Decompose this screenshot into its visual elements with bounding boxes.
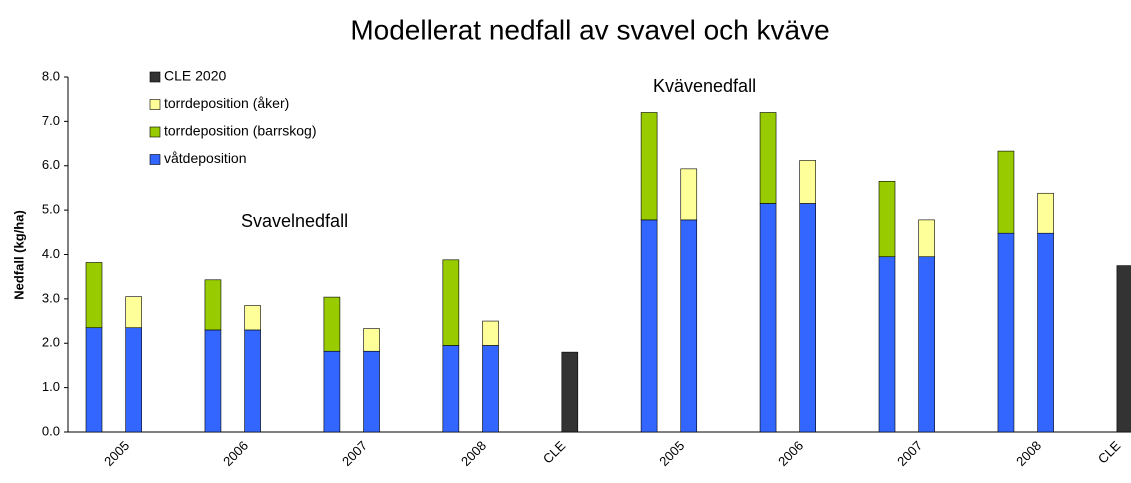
y-tick-label: 1.0	[42, 379, 60, 394]
x-tick-label: 2008	[458, 438, 489, 469]
bar-segment	[1037, 232, 1054, 433]
bar-segment	[323, 350, 341, 433]
x-tick-label: CLE	[540, 438, 569, 467]
y-tick-label: 8.0	[42, 68, 60, 83]
y-tick-label: 2.0	[42, 335, 60, 350]
bar-segment	[997, 150, 1015, 234]
bar-segment	[680, 219, 698, 433]
legend-label: våtdeposition	[164, 150, 247, 166]
y-tick-label: 6.0	[42, 157, 60, 172]
bar-segment	[442, 345, 460, 433]
bar-segment	[640, 219, 658, 433]
bar-segment	[442, 259, 460, 346]
legend-swatch	[149, 154, 161, 165]
annotation: Kvävenedfall	[653, 76, 756, 96]
bar-segment	[204, 279, 222, 331]
bar-segment	[204, 329, 222, 433]
bar-segment	[125, 296, 142, 329]
y-axis-label: Nedfall (kg/ha)	[11, 210, 26, 300]
bar-segment	[482, 320, 499, 346]
x-tick-label: 2007	[339, 438, 370, 469]
bar-segment	[680, 168, 698, 221]
legend-label: torrdeposition (åker)	[164, 95, 289, 111]
bar-segment	[244, 329, 261, 433]
x-tick-label: 2006	[220, 438, 251, 469]
bar-segment	[878, 180, 896, 258]
legend-label: torrdeposition (barrskog)	[164, 123, 317, 139]
x-tick-label: CLE	[1095, 438, 1124, 467]
bar-segment	[85, 327, 103, 433]
bar-segment	[759, 112, 777, 204]
bar-segment	[918, 256, 935, 433]
bar-segment	[244, 305, 261, 331]
bar-segment	[1116, 265, 1131, 433]
bar-segment	[323, 296, 341, 352]
y-tick-label: 3.0	[42, 290, 60, 305]
bar-segment	[85, 262, 103, 329]
y-tick-label: 0.0	[42, 423, 60, 438]
x-tick-label: 2005	[656, 438, 687, 469]
bar-segment	[918, 219, 935, 258]
bar-segment	[1037, 192, 1054, 234]
bar-segment	[640, 112, 658, 221]
annotation: Svavelnedfall	[241, 211, 348, 231]
bar-segment	[363, 350, 380, 433]
bar-segment	[997, 232, 1015, 433]
chart-title: Modellerat nedfall av svavel och kväve	[350, 14, 829, 45]
bar-segment	[799, 203, 817, 433]
bar-segment	[878, 256, 896, 433]
x-tick-label: 2005	[101, 438, 132, 469]
bar-segment	[561, 351, 579, 433]
y-tick-label: 7.0	[42, 113, 60, 128]
legend-swatch	[149, 71, 161, 83]
legend-swatch	[149, 126, 161, 138]
legend-label: CLE 2020	[164, 68, 226, 84]
bar-segment	[759, 203, 777, 433]
legend-swatch	[149, 99, 161, 110]
x-tick-label: 2007	[894, 438, 925, 469]
x-tick-label: 2006	[775, 438, 806, 469]
bar-segment	[482, 345, 499, 433]
x-tick-label: 2008	[1013, 438, 1044, 469]
bar-segment	[363, 328, 380, 352]
y-tick-label: 5.0	[42, 202, 60, 217]
bar-segment	[799, 160, 817, 204]
y-tick-label: 4.0	[42, 246, 60, 261]
bar-segment	[125, 327, 142, 433]
